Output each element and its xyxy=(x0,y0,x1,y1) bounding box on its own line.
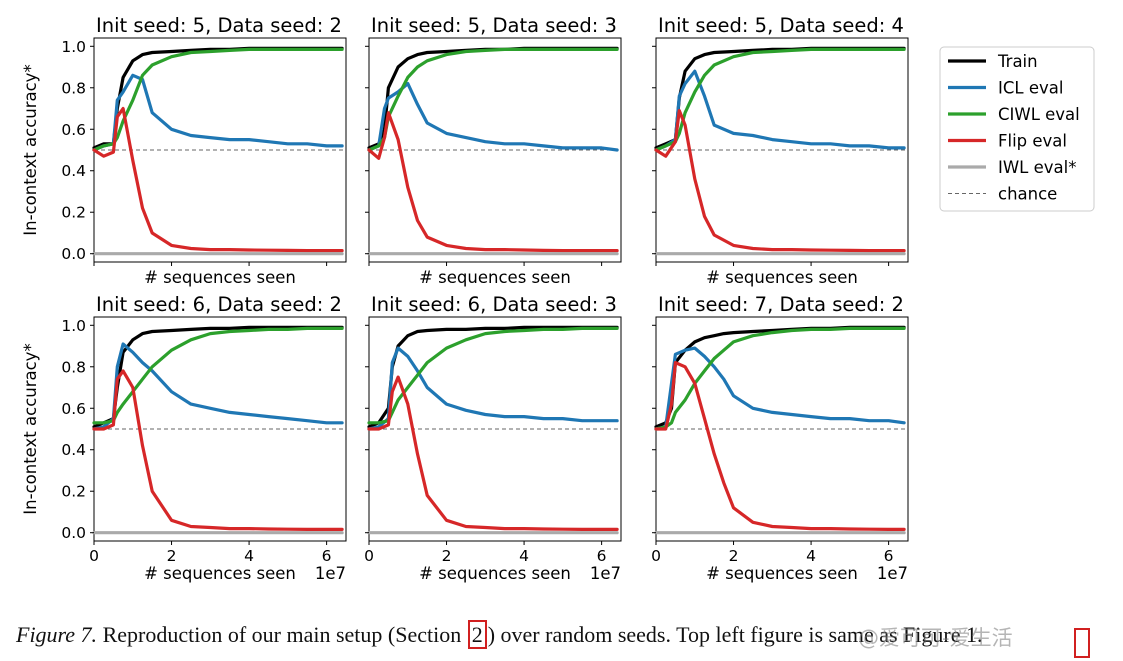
legend-label-icl-eval: ICL eval xyxy=(998,79,1063,98)
panel-title: Init seed: 5, Data seed: 2 xyxy=(96,14,342,37)
y-tick-label: 0.4 xyxy=(61,441,86,459)
x-tick-label: 4 xyxy=(244,547,254,565)
panel-1: Init seed: 5, Data seed: 2 0.0 0.2 0.4 0.6 0.… xyxy=(21,14,347,287)
caption-text-1: Reproduction of our main setup (Section xyxy=(97,622,467,647)
x-offset-label: 1e7 xyxy=(877,564,908,583)
panel-title: Init seed: 6, Data seed: 3 xyxy=(371,293,617,316)
series-ciwl-eval xyxy=(92,47,344,152)
y-tick-label: 0.8 xyxy=(61,79,86,97)
y-tick-label: 0.6 xyxy=(61,400,86,418)
series-ciwl-eval xyxy=(367,47,619,152)
series-train xyxy=(92,46,344,150)
x-tick-label: 2 xyxy=(729,547,739,565)
panel-2: Init seed: 5, Data seed: 3 # sequences se… xyxy=(365,14,622,287)
series-icl-eval xyxy=(367,82,619,152)
x-offset-label: 1e7 xyxy=(315,564,346,583)
legend-label-iwl-eval: IWL eval* xyxy=(998,158,1076,177)
watermark: @爱可可-爱生活 xyxy=(858,626,1013,650)
panel-title: Init seed: 5, Data seed: 4 xyxy=(658,14,904,37)
panel-title: Init seed: 6, Data seed: 2 xyxy=(96,293,342,316)
x-axis-label: # sequences seen xyxy=(419,268,571,287)
caption-text-2: ) over random seeds. Top left figure is … xyxy=(487,622,983,647)
panel-title: Init seed: 5, Data seed: 3 xyxy=(371,14,617,37)
legend-label-ciwl-eval: CIWL eval xyxy=(998,105,1080,124)
series-icl-eval xyxy=(92,73,344,152)
series-flip-eval xyxy=(92,106,344,253)
x-tick-label: 6 xyxy=(322,547,332,565)
y-tick-label: 0.2 xyxy=(61,204,86,222)
y-tick-label: 0.0 xyxy=(61,524,86,542)
y-tick-label: 0.4 xyxy=(61,162,86,180)
x-tick-label: 4 xyxy=(519,547,529,565)
series-icl-eval xyxy=(92,342,344,431)
legend-label-flip-eval: Flip eval xyxy=(998,132,1067,151)
x-tick-label: 0 xyxy=(364,547,374,565)
panel-6: Init seed: 7, Data seed: 2 0 2 4 6 # sequence… xyxy=(651,293,909,583)
series-flip-eval xyxy=(654,361,906,531)
series-flip-eval xyxy=(367,111,619,253)
panel-3: Init seed: 5, Data seed: 4 # sequences se… xyxy=(652,14,909,287)
x-axis-label: # sequences seen xyxy=(706,564,858,583)
series-ciwl-eval xyxy=(654,326,906,431)
x-offset-label: 1e7 xyxy=(590,564,621,583)
y-axis-label: In-context accuracy* xyxy=(21,343,40,514)
y-tick-label: 1.0 xyxy=(61,38,86,56)
caption-label: Figure 7. xyxy=(16,622,98,647)
series-flip-eval xyxy=(654,109,906,253)
figure-canvas: Init seed: 5, Data seed: 2 0.0 0.2 0.4 0.6 0.… xyxy=(21,14,1095,583)
series-train xyxy=(367,46,619,150)
series-flip-eval xyxy=(92,369,344,531)
x-tick-label: 0 xyxy=(651,547,661,565)
x-axis-label: # sequences seen xyxy=(419,564,571,583)
series-icl-eval xyxy=(654,346,906,431)
x-axis-label: # sequences seen xyxy=(144,564,296,583)
x-tick-label: 6 xyxy=(597,547,607,565)
x-tick-label: 4 xyxy=(806,547,816,565)
panel-title: Init seed: 7, Data seed: 2 xyxy=(658,293,904,316)
figure-caption: Figure 7. Reproduction of our main setup… xyxy=(16,620,1116,649)
x-tick-label: 2 xyxy=(167,547,177,565)
y-tick-label: 0.6 xyxy=(61,121,86,139)
series-train xyxy=(92,325,344,429)
series-train xyxy=(367,325,619,429)
y-tick-label: 0.8 xyxy=(61,358,86,376)
legend-label-chance: chance xyxy=(998,185,1057,204)
panel-5: Init seed: 6, Data seed: 3 0 2 4 6 # sequence… xyxy=(364,293,622,583)
panel-4: Init seed: 6, Data seed: 2 0.0 0.2 0.4 0.6 0.… xyxy=(21,293,347,583)
series-ciwl-eval xyxy=(92,326,344,425)
series-ciwl-eval xyxy=(367,326,619,425)
series-icl-eval xyxy=(654,69,906,152)
y-axis-label: In-context accuracy* xyxy=(21,64,40,235)
y-tick-label: 0.2 xyxy=(61,483,86,501)
x-axis-label: # sequences seen xyxy=(706,268,858,287)
series-ciwl-eval xyxy=(654,47,906,152)
x-tick-label: 6 xyxy=(884,547,894,565)
y-tick-label: 0.0 xyxy=(61,245,86,263)
x-axis-label: # sequences seen xyxy=(144,268,296,287)
figure-reference-highlight xyxy=(1074,628,1090,658)
series-icl-eval xyxy=(367,346,619,431)
legend: Train ICL eval CIWL eval Flip eval IWL eval*… xyxy=(939,46,1095,212)
section-reference-link[interactable]: 2 xyxy=(467,620,487,649)
x-tick-label: 0 xyxy=(89,547,99,565)
y-tick-label: 1.0 xyxy=(61,317,86,335)
series-flip-eval xyxy=(367,375,619,531)
x-tick-label: 2 xyxy=(442,547,452,565)
legend-label-train: Train xyxy=(997,52,1038,71)
